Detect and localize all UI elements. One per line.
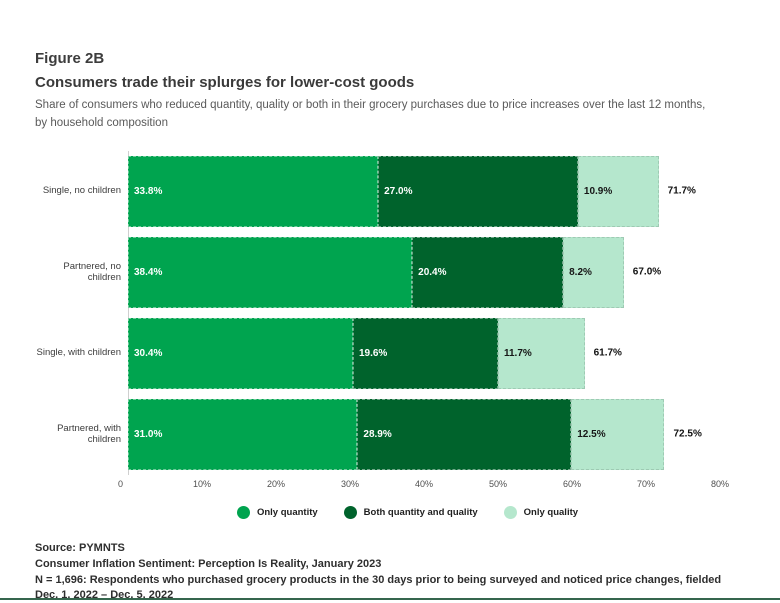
segment-value-label: 12.5% xyxy=(577,428,606,440)
x-axis-tick: 30% xyxy=(340,478,360,489)
segment-value-label: 28.9% xyxy=(363,428,392,440)
bar-stack: 31.0% 28.9% 12.5% xyxy=(128,398,720,470)
bar-segment: 20.4% xyxy=(412,236,564,308)
bar-row: Single, no children 33.8% 27.0% 10.9% 71.7% xyxy=(35,151,780,232)
segment-value-label: 20.4% xyxy=(418,266,447,278)
bar-segment: 12.5% xyxy=(571,398,664,470)
bar-segment: 28.9% xyxy=(357,398,572,470)
legend-label: Only quality xyxy=(523,506,579,518)
bar-segment: 30.4% xyxy=(128,317,353,389)
bar-track: 33.8% 27.0% 10.9% 71.7% xyxy=(128,155,720,227)
chart-title: Consumers trade their splurges for lower… xyxy=(35,74,415,91)
legend-item: Only quality xyxy=(503,505,579,519)
bar-stack: 33.8% 27.0% 10.9% xyxy=(128,155,720,227)
bottom-rule xyxy=(0,598,780,600)
total-value-label: 71.7% xyxy=(667,185,696,197)
legend-item: Both quantity and quality xyxy=(343,505,478,519)
segment-value-label: 38.4% xyxy=(134,266,163,278)
bar-segment: 8.2% xyxy=(563,236,624,308)
chart-header: Figure 2B Consumers trade their splurges… xyxy=(35,50,745,133)
x-axis-tick: 0 xyxy=(117,478,123,489)
bar-stack: 30.4% 19.6% 11.7% xyxy=(128,317,720,389)
category-label: Partnered, no children xyxy=(63,260,121,284)
x-axis: 0 10% 20% 30% 40% 50% 60% 70% 80% xyxy=(118,475,729,494)
total-value-label: 61.7% xyxy=(593,347,622,359)
legend-swatch xyxy=(503,505,517,519)
bar-row: Partnered, with children 31.0% 28.9% 12.5% 7… xyxy=(35,394,780,475)
segment-value-label: 19.6% xyxy=(358,347,388,359)
bar-segment: 10.9% xyxy=(577,155,659,227)
bar-segment: 27.0% xyxy=(378,155,578,227)
segment-value-label: 8.2% xyxy=(569,266,592,278)
x-axis-tick: 70% xyxy=(636,478,656,489)
segment-value-label: 10.9% xyxy=(583,185,613,197)
x-axis-tick: 50% xyxy=(488,478,508,489)
x-axis-tick: 80% xyxy=(710,478,730,489)
bar-row: Single, with children 30.4% 19.6% 11.7% 61.7… xyxy=(35,313,780,394)
y-axis-line xyxy=(128,150,129,475)
legend-item: Only quantity xyxy=(236,505,318,519)
x-axis-tick: 60% xyxy=(562,478,582,489)
category-label: Single, no children xyxy=(42,185,121,197)
category-label: Single, with children xyxy=(36,347,122,359)
chart-subtitle-line1: Share of consumers who reduced quantity,… xyxy=(35,99,706,111)
bar-track: 30.4% 19.6% 11.7% 61.7% xyxy=(128,317,720,389)
legend-label: Both quantity and quality xyxy=(363,506,478,518)
stacked-bar-chart: Single, no children 33.8% 27.0% 10.9% 71.7% P… xyxy=(35,150,780,519)
bar-segment: 11.7% xyxy=(497,317,585,389)
segment-value-label: 33.8% xyxy=(134,185,163,197)
plot-rows: Single, no children 33.8% 27.0% 10.9% 71.7% P… xyxy=(35,150,780,475)
total-value-label: 67.0% xyxy=(632,266,662,278)
bar-row: Partnered, no children 38.4% 20.4% 8.2% 67.0… xyxy=(35,232,780,313)
legend-label: Only quantity xyxy=(256,506,318,518)
legend-swatch xyxy=(343,505,357,519)
x-axis-tick: 40% xyxy=(414,478,434,489)
bar-segment: 33.8% xyxy=(128,155,379,227)
report-title-line: Consumer Inflation Sentiment: Perception… xyxy=(35,557,382,570)
segment-value-label: 30.4% xyxy=(134,347,163,359)
bar-segment: 19.6% xyxy=(352,317,498,389)
source-line: Source: PYMNTS xyxy=(35,541,125,554)
x-axis-tick: 20% xyxy=(266,478,286,489)
legend-swatch xyxy=(236,505,250,519)
segment-value-label: 31.0% xyxy=(134,428,163,440)
segment-value-label: 11.7% xyxy=(503,347,532,359)
figure-label: Figure 2B xyxy=(35,50,105,67)
bar-segment: 38.4% xyxy=(128,236,413,308)
bar-track: 38.4% 20.4% 8.2% 67.0% xyxy=(128,236,720,308)
bar-track: 31.0% 28.9% 12.5% 72.5% xyxy=(128,398,720,470)
chart-subtitle: Share of consumers who reduced quantity,… xyxy=(35,97,745,133)
chart-subtitle-line2: by household composition xyxy=(35,116,168,129)
category-label: Partnered, with children xyxy=(57,422,121,446)
bar-segment: 31.0% xyxy=(128,398,358,470)
segment-value-label: 27.0% xyxy=(384,185,413,197)
bar-stack: 38.4% 20.4% 8.2% xyxy=(128,236,720,308)
footer: Source: PYMNTS Consumer Inflation Sentim… xyxy=(35,541,745,603)
legend: Only quantity Both quantity and quality On… xyxy=(35,505,780,519)
x-axis-tick: 10% xyxy=(192,478,212,489)
total-value-label: 72.5% xyxy=(673,428,702,440)
